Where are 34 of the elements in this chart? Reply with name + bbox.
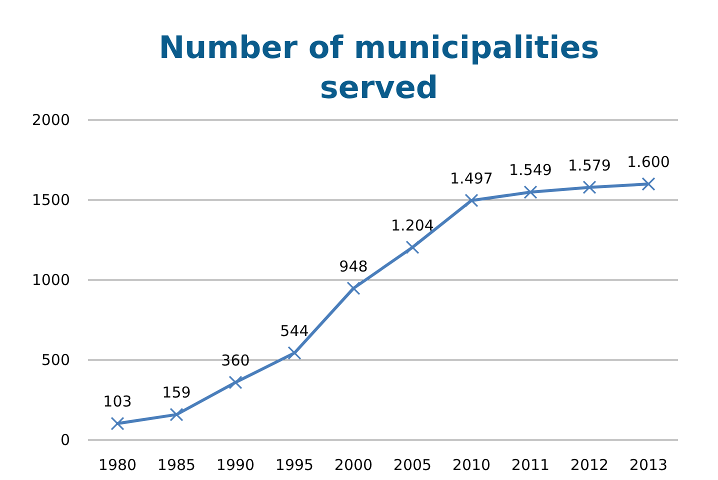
x-tick-label: 2005 <box>393 456 432 474</box>
y-tick-label: 0 <box>60 431 70 449</box>
x-tick-label: 1990 <box>216 456 255 474</box>
data-label: 1.600 <box>627 153 670 171</box>
data-label: 1.497 <box>450 169 493 188</box>
x-tick-label: 1980 <box>98 456 137 474</box>
x-tick-label: 2012 <box>570 456 609 474</box>
x-tick-label: 1995 <box>275 456 314 474</box>
x-tick-label: 2013 <box>629 456 668 474</box>
y-tick-label: 2000 <box>32 111 70 129</box>
point <box>464 194 478 208</box>
point <box>170 408 184 422</box>
data-label: 948 <box>339 257 368 276</box>
point <box>288 346 302 360</box>
y-tick-label: 500 <box>41 351 70 369</box>
data-label: 1.549 <box>509 161 552 180</box>
x-tick-label: 2011 <box>511 456 550 474</box>
data-label: 1.204 <box>391 216 434 234</box>
data-label: 1.579 <box>568 156 611 174</box>
chart-title: Number of municipalities served <box>158 30 600 106</box>
data-label: 159 <box>162 384 191 402</box>
x-tick-label: 1985 <box>157 456 196 474</box>
x-tick-label: 2010 <box>452 456 491 474</box>
y-tick-label: 1000 <box>32 271 70 289</box>
x-tick-label: 2000 <box>334 456 373 474</box>
data-label: 103 <box>103 392 132 411</box>
data-label: 544 <box>280 322 309 340</box>
point <box>642 177 656 191</box>
point <box>228 376 242 390</box>
point <box>524 185 538 199</box>
point <box>582 180 596 194</box>
data-label: 360 <box>221 351 250 370</box>
y-tick-label: 1500 <box>32 191 70 209</box>
point <box>110 416 124 430</box>
